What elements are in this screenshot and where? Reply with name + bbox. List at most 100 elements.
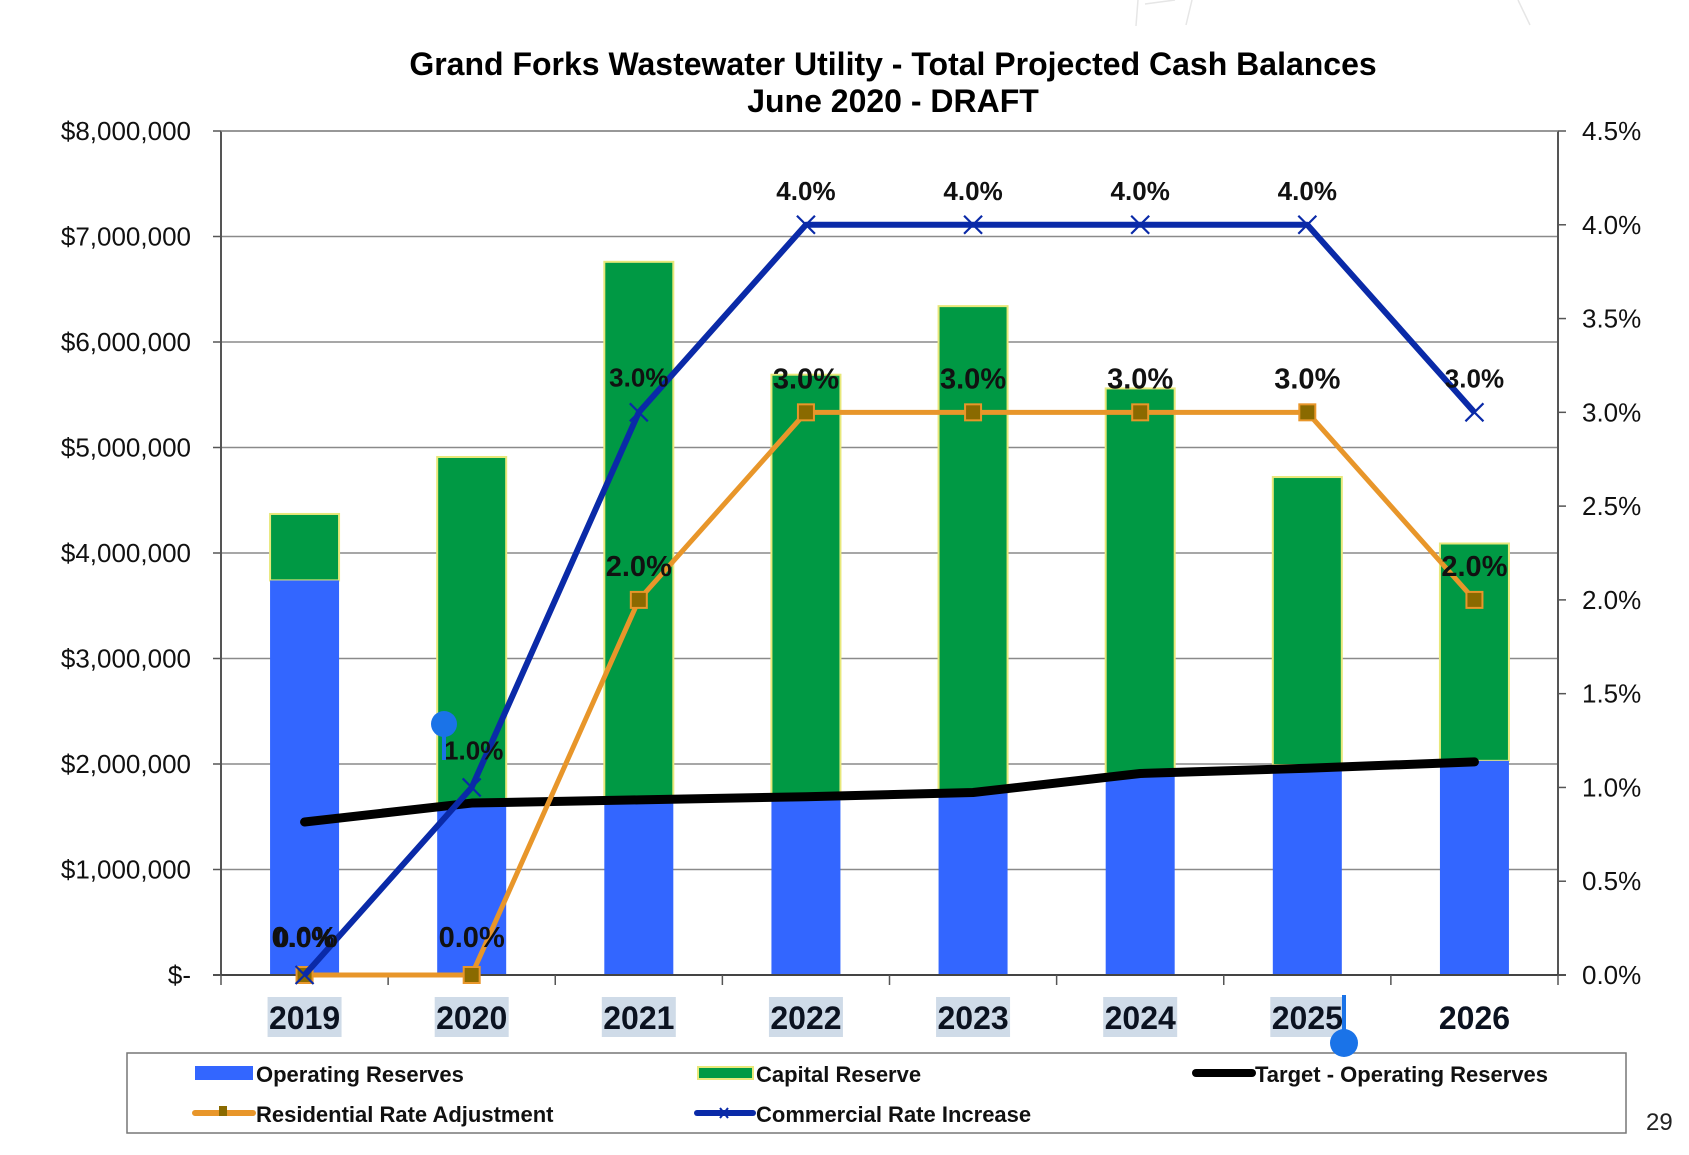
marker-residential-square xyxy=(1465,590,1484,609)
text-selection-handles[interactable] xyxy=(431,711,1358,1057)
data-label-residential: 3.0% xyxy=(940,363,1006,395)
bar-capital-reserve xyxy=(770,373,842,798)
legend-label-residential: Residential Rate Adjustment xyxy=(256,1102,554,1127)
marker-commercial-x xyxy=(796,215,816,235)
y-left-tick-label: $7,000,000 xyxy=(61,222,191,252)
marker-residential-square xyxy=(629,590,648,609)
bar-capital-reserve xyxy=(436,455,508,807)
data-label-residential: 3.0% xyxy=(1274,363,1340,395)
bar-capital-reserve xyxy=(1438,542,1510,762)
selection-end-handle-bar[interactable] xyxy=(1342,995,1346,1031)
bar-operating-reserves xyxy=(938,792,1008,975)
gridlines xyxy=(221,130,1558,871)
legend-item-target-operating-reserves: Target - Operating Reserves xyxy=(1192,1062,1548,1087)
bar-capital-reserve xyxy=(269,512,341,582)
bar-operating-reserves xyxy=(771,796,841,975)
legend-label-commercial: Commercial Rate Increase xyxy=(756,1102,1031,1127)
y-right-tick-label: 1.0% xyxy=(1582,772,1641,802)
legend-swatch-operating-reserves xyxy=(195,1066,253,1080)
lines xyxy=(294,215,1485,985)
decorative-strokes xyxy=(1135,0,1531,27)
data-label-residential: 3.0% xyxy=(1107,363,1173,395)
y-right-tick-label: 1.5% xyxy=(1582,679,1641,709)
data-label-commercial: 4.0% xyxy=(1111,176,1170,206)
selection-highlight xyxy=(1270,997,1345,1037)
legend-label-capital-reserve: Capital Reserve xyxy=(756,1062,921,1087)
legend-marker-x-icon xyxy=(719,1107,729,1119)
marker-commercial-x xyxy=(1464,402,1485,423)
bar-capital-reserve xyxy=(603,260,675,803)
selection-end-handle[interactable] xyxy=(1330,995,1358,1057)
selection-end-handle-knob[interactable] xyxy=(1330,1029,1358,1057)
x-tick-label: 2022 xyxy=(770,1000,841,1036)
page-number: 29 xyxy=(1646,1109,1673,1136)
y-right-tick-label: 4.0% xyxy=(1582,210,1641,240)
marker-commercial-x xyxy=(629,402,649,423)
marker-residential-square xyxy=(796,403,815,422)
y-left-tick-label: $4,000,000 xyxy=(61,538,191,568)
data-label-commercial: 4.0% xyxy=(943,176,1002,206)
selection-start-handle-bar[interactable] xyxy=(442,730,446,760)
selection-highlight xyxy=(601,997,676,1037)
legend-swatch-capital-reserve xyxy=(697,1066,754,1080)
bar-operating-reserves xyxy=(1439,760,1509,975)
legend-item-operating-reserves: Operating Reserves xyxy=(195,1062,464,1087)
y-right-tick-label: 0.0% xyxy=(1582,960,1641,990)
selection-start-handle-knob[interactable] xyxy=(431,711,457,737)
y-left-tick-label: $- xyxy=(168,960,191,990)
legend-label-operating-reserves: Operating Reserves xyxy=(256,1062,464,1087)
y-left-tick-label: $8,000,000 xyxy=(61,116,191,146)
y-right-tick-label: 2.0% xyxy=(1582,585,1641,615)
selection-highlight xyxy=(1103,997,1178,1037)
bars xyxy=(269,260,1510,975)
data-label-commercial: 4.0% xyxy=(1278,176,1337,206)
bar-capital-reserve xyxy=(1104,387,1176,775)
data-label-commercial: 1.0% xyxy=(444,735,503,765)
y-axis-right-ticks: 0.0% 0.5% 1.0% 1.5% 2.0% 2.5% 3.0% 3.5% 4.0% 4.5% xyxy=(1558,116,1641,990)
chart-subtitle: June 2020 - DRAFT xyxy=(747,83,1039,119)
x-tick-label: 2021 xyxy=(603,1000,674,1036)
line-commercial-rate-increase xyxy=(302,221,1477,977)
marker-residential-square xyxy=(1131,403,1150,422)
bar-capital-reserve xyxy=(1271,476,1343,767)
x-tick-label: 2019 xyxy=(269,1000,340,1036)
marker-commercial-x xyxy=(1130,215,1150,235)
y-right-tick-label: 3.5% xyxy=(1582,304,1641,334)
selection-highlight xyxy=(936,997,1011,1037)
legend-box xyxy=(126,1052,1627,1134)
selection-start-handle[interactable] xyxy=(431,711,457,760)
data-labels: 0.0%1.0%3.0%4.0% 4.0% 4.0% 4.0%3.0%0.0% 0.0%… xyxy=(272,176,1508,954)
data-label-commercial: 0.0% xyxy=(275,923,334,953)
legend-marker-square-icon xyxy=(219,1106,227,1116)
bar-operating-reserves xyxy=(1272,765,1342,975)
line-target-operating-reserves xyxy=(300,757,1479,827)
selection-highlight xyxy=(768,997,843,1037)
y-left-tick-label: $1,000,000 xyxy=(61,855,191,885)
x-tick-label: 2024 xyxy=(1105,1000,1176,1036)
data-label-commercial: 3.0% xyxy=(609,362,668,392)
data-label-commercial: 4.0% xyxy=(776,176,835,206)
legend: Operating Reserves Capital Reserve Targe… xyxy=(126,1052,1627,1134)
line-residential-rate-adjustment xyxy=(304,409,1477,978)
bar-capital-reserve xyxy=(937,305,1009,794)
x-tick-label: 2023 xyxy=(937,1000,1008,1036)
bar-operating-reserves xyxy=(604,801,674,975)
marker-commercial-x xyxy=(461,777,482,798)
y-left-tick-label: $3,000,000 xyxy=(61,644,191,674)
y-axis-left-ticks: $- $1,000,000 $2,000,000 $3,000,000 $4,000,0… xyxy=(61,116,221,990)
x-tick-label: 2025 xyxy=(1272,1000,1343,1036)
legend-label-target: Target - Operating Reserves xyxy=(1255,1062,1548,1087)
bar-operating-reserves xyxy=(437,805,507,975)
legend-item-commercial-rate: Commercial Rate Increase xyxy=(694,1102,1031,1127)
marker-residential-square xyxy=(1298,403,1317,422)
x-tick-label: 2026 xyxy=(1439,1000,1510,1036)
chart-title: Grand Forks Wastewater Utility - Total P… xyxy=(409,46,1376,82)
y-right-tick-label: 3.0% xyxy=(1582,397,1641,427)
marker-commercial-x xyxy=(294,965,315,985)
data-label-residential: 2.0% xyxy=(606,551,672,583)
marker-residential-square xyxy=(964,403,983,422)
marker-commercial-x xyxy=(1297,215,1318,235)
bar-operating-reserves xyxy=(270,580,340,975)
marker-residential-square xyxy=(462,966,481,984)
data-label-residential: 2.0% xyxy=(1441,551,1507,583)
